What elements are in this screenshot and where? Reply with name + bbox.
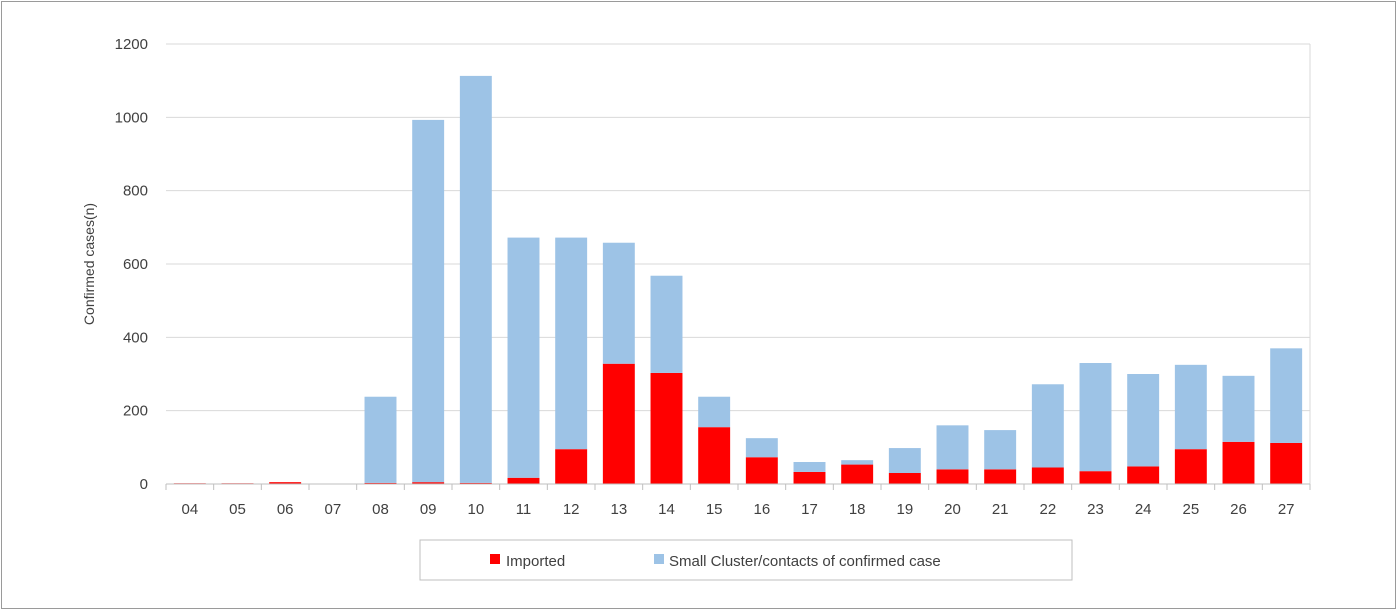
bar-imported	[1174, 449, 1207, 484]
legend-swatch-small-cluster	[654, 554, 664, 564]
bar-imported	[793, 471, 826, 484]
x-tick-label: 24	[1135, 501, 1152, 518]
bar-imported	[1031, 467, 1064, 484]
bar-small-cluster	[888, 448, 921, 473]
bar-imported	[1079, 471, 1112, 484]
bar-small-cluster	[364, 396, 397, 483]
bar-small-cluster	[1127, 374, 1160, 467]
legend: Imported Small Cluster/contacts of confi…	[419, 539, 1073, 581]
bar-small-cluster	[841, 460, 874, 465]
bar-imported	[888, 473, 921, 484]
x-tick-label: 21	[992, 501, 1009, 518]
x-tick-label: 11	[516, 501, 532, 518]
y-tick-label: 400	[123, 329, 148, 346]
x-tick-label: 27	[1278, 501, 1295, 518]
bar-small-cluster	[745, 438, 778, 458]
bar-imported	[459, 482, 492, 484]
bar-imported	[602, 363, 635, 484]
bar-small-cluster	[602, 242, 635, 364]
bar-imported	[364, 482, 397, 484]
y-tick-label: 600	[123, 256, 148, 273]
x-tick-label: 19	[896, 501, 913, 518]
bar-small-cluster	[650, 275, 683, 373]
bar-imported	[1222, 441, 1255, 484]
legend-label-imported: Imported	[506, 553, 565, 570]
y-tick-label: 1000	[115, 109, 148, 126]
x-tick-label: 14	[658, 501, 675, 518]
bar-imported	[650, 372, 683, 484]
x-tick-label: 22	[1039, 501, 1056, 518]
y-axis-ticks: 0 200 400 600 800 1000 1200	[115, 36, 148, 493]
bar-small-cluster	[1079, 363, 1112, 472]
bar-small-cluster	[984, 430, 1017, 470]
bar-small-cluster	[507, 237, 540, 478]
bar-imported	[1127, 466, 1160, 484]
bar-small-cluster	[459, 75, 492, 483]
bar-small-cluster	[1222, 375, 1255, 442]
bar-imported	[745, 457, 778, 484]
x-axis-ticks: 04 05 06 07 08 09 10 11 12 13 14 15 16 17 18 19 20 21 22 23…	[181, 501, 1294, 518]
y-tick-label: 200	[123, 403, 148, 420]
bar-imported	[984, 469, 1017, 484]
bar-small-cluster	[936, 425, 969, 470]
x-tick-label: 18	[849, 501, 866, 518]
bar-imported	[698, 427, 731, 484]
gridlines	[166, 43, 1311, 484]
x-tick-label: 09	[420, 501, 437, 518]
x-tick-label: 16	[753, 501, 770, 518]
x-tick-label: 13	[610, 501, 627, 518]
bars	[173, 75, 1303, 485]
bar-imported	[555, 449, 588, 484]
x-tick-label: 04	[181, 501, 198, 518]
x-tick-label: 20	[944, 501, 961, 518]
bar-small-cluster	[1270, 348, 1303, 443]
y-tick-label: 0	[140, 476, 148, 493]
x-tick-label: 12	[563, 501, 580, 518]
bar-small-cluster	[412, 119, 445, 483]
x-tick-label: 17	[801, 501, 818, 518]
x-tick-label: 06	[277, 501, 294, 518]
bar-small-cluster	[698, 396, 731, 428]
x-tick-label: 08	[372, 501, 389, 518]
bar-imported	[936, 469, 969, 484]
bar-small-cluster	[1031, 384, 1064, 468]
bar-imported	[412, 482, 445, 484]
x-tick-label: 25	[1182, 501, 1199, 518]
y-tick-label: 800	[123, 183, 148, 200]
bar-imported	[507, 477, 540, 484]
bar-imported	[1270, 442, 1303, 484]
y-tick-label: 1200	[115, 36, 148, 53]
legend-box	[419, 539, 1073, 581]
x-tick-label: 07	[324, 501, 341, 518]
bar-small-cluster	[793, 462, 826, 472]
bar-small-cluster	[555, 237, 588, 450]
bar-small-cluster	[1174, 364, 1207, 450]
x-tick-label: 26	[1230, 501, 1247, 518]
x-tick-label: 23	[1087, 501, 1104, 518]
x-tick-label: 05	[229, 501, 246, 518]
bar-imported	[841, 464, 874, 484]
bar-imported	[269, 482, 302, 484]
x-axis-tick-marks	[165, 484, 1311, 490]
legend-label-small-cluster: Small Cluster/contacts of confirmed case	[669, 553, 941, 570]
x-tick-label: 15	[706, 501, 723, 518]
x-tick-label: 10	[467, 501, 484, 518]
y-axis-label: Confirmed cases(n)	[81, 203, 97, 325]
legend-swatch-imported	[490, 554, 500, 564]
